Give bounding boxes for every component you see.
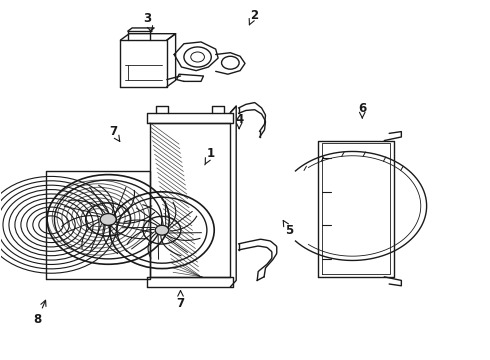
Text: 5: 5 bbox=[283, 220, 293, 237]
Text: 6: 6 bbox=[358, 102, 367, 118]
Circle shape bbox=[155, 225, 169, 235]
Text: 2: 2 bbox=[249, 9, 258, 25]
Text: 4: 4 bbox=[235, 113, 243, 129]
Text: 1: 1 bbox=[205, 147, 215, 165]
Text: 3: 3 bbox=[143, 12, 152, 32]
Text: 7: 7 bbox=[109, 125, 120, 141]
Text: 7: 7 bbox=[176, 291, 185, 310]
Text: 8: 8 bbox=[33, 300, 46, 327]
Circle shape bbox=[100, 213, 116, 225]
